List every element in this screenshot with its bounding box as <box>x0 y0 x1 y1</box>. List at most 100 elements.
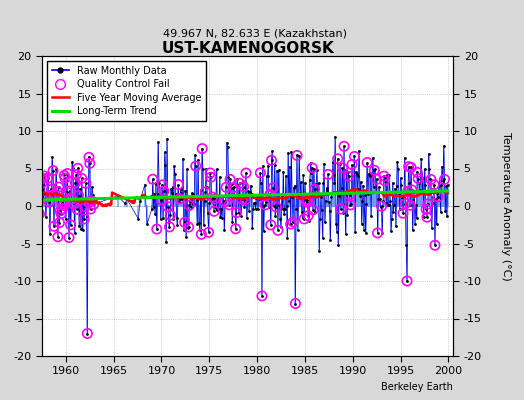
Point <box>281 206 289 212</box>
Point <box>175 199 183 206</box>
Point <box>385 202 393 208</box>
Point <box>386 198 395 204</box>
Point <box>414 176 422 182</box>
Point <box>66 188 74 194</box>
Point <box>84 199 92 205</box>
Point <box>177 186 185 193</box>
Point <box>55 220 63 226</box>
Point <box>159 215 167 222</box>
Point <box>324 171 332 178</box>
Point <box>270 162 279 168</box>
Point <box>309 207 317 213</box>
Point <box>241 197 249 203</box>
Point <box>330 172 338 178</box>
Point <box>72 172 80 178</box>
Point <box>313 190 322 196</box>
Point <box>223 144 232 151</box>
Point <box>400 154 409 161</box>
Point <box>331 134 340 140</box>
Point <box>298 209 306 215</box>
Point <box>47 192 55 198</box>
Point <box>34 174 42 181</box>
Point <box>247 191 256 198</box>
Point <box>196 187 205 194</box>
Point <box>261 202 269 208</box>
Point <box>35 211 43 217</box>
Point <box>366 172 375 179</box>
Point <box>308 165 316 171</box>
Point <box>215 206 223 212</box>
Y-axis label: Temperature Anomaly (°C): Temperature Anomaly (°C) <box>501 132 511 280</box>
Point <box>411 202 420 208</box>
Point <box>235 180 244 186</box>
Point <box>408 187 416 193</box>
Point <box>50 192 59 198</box>
Point <box>382 200 390 206</box>
Point <box>258 293 266 299</box>
Point <box>399 210 407 216</box>
Point <box>372 188 380 195</box>
Point <box>85 154 93 160</box>
Point <box>157 215 165 222</box>
Point <box>56 208 64 214</box>
Point <box>239 184 248 190</box>
Point <box>433 190 442 196</box>
Point <box>248 225 257 232</box>
Point <box>333 228 341 235</box>
Point <box>274 227 282 234</box>
Point <box>197 231 205 238</box>
Point <box>81 204 89 210</box>
Point <box>78 175 86 182</box>
Point <box>77 226 85 232</box>
Point <box>222 184 230 190</box>
Point <box>302 197 310 203</box>
Point <box>406 202 414 208</box>
Point <box>229 184 237 191</box>
Point <box>440 142 448 149</box>
Point <box>180 226 188 233</box>
Point <box>176 196 184 202</box>
Point <box>287 149 296 155</box>
Point <box>152 181 160 188</box>
Point <box>86 206 95 212</box>
Point <box>303 197 312 203</box>
Point <box>405 180 413 186</box>
Point <box>283 235 292 242</box>
Point <box>266 191 274 198</box>
Point <box>151 211 159 217</box>
Title: UST-KAMENOGORSK: UST-KAMENOGORSK <box>161 41 334 56</box>
Point <box>411 221 419 227</box>
Point <box>284 150 292 156</box>
Point <box>185 202 193 208</box>
Point <box>345 173 353 180</box>
Point <box>333 156 342 162</box>
Point <box>313 167 321 174</box>
Point <box>434 194 442 200</box>
Point <box>205 200 213 206</box>
Point <box>171 171 179 177</box>
Point <box>52 166 60 172</box>
Point <box>293 152 301 159</box>
Point <box>236 196 245 203</box>
Point <box>296 190 304 196</box>
Point <box>325 199 333 206</box>
Point <box>337 185 346 192</box>
Point <box>403 278 411 284</box>
Point <box>121 200 129 207</box>
Point <box>318 206 326 213</box>
Point <box>342 231 350 237</box>
Point <box>363 159 372 166</box>
Point <box>62 188 71 195</box>
Point <box>301 180 309 186</box>
Point <box>443 213 451 220</box>
Point <box>201 189 210 195</box>
Point <box>254 206 262 212</box>
Point <box>325 208 334 214</box>
Point <box>73 206 81 212</box>
Point <box>66 188 74 194</box>
Point <box>286 163 294 170</box>
Point <box>210 208 219 214</box>
Point <box>40 173 49 179</box>
Point <box>188 190 196 196</box>
Point <box>193 221 202 227</box>
